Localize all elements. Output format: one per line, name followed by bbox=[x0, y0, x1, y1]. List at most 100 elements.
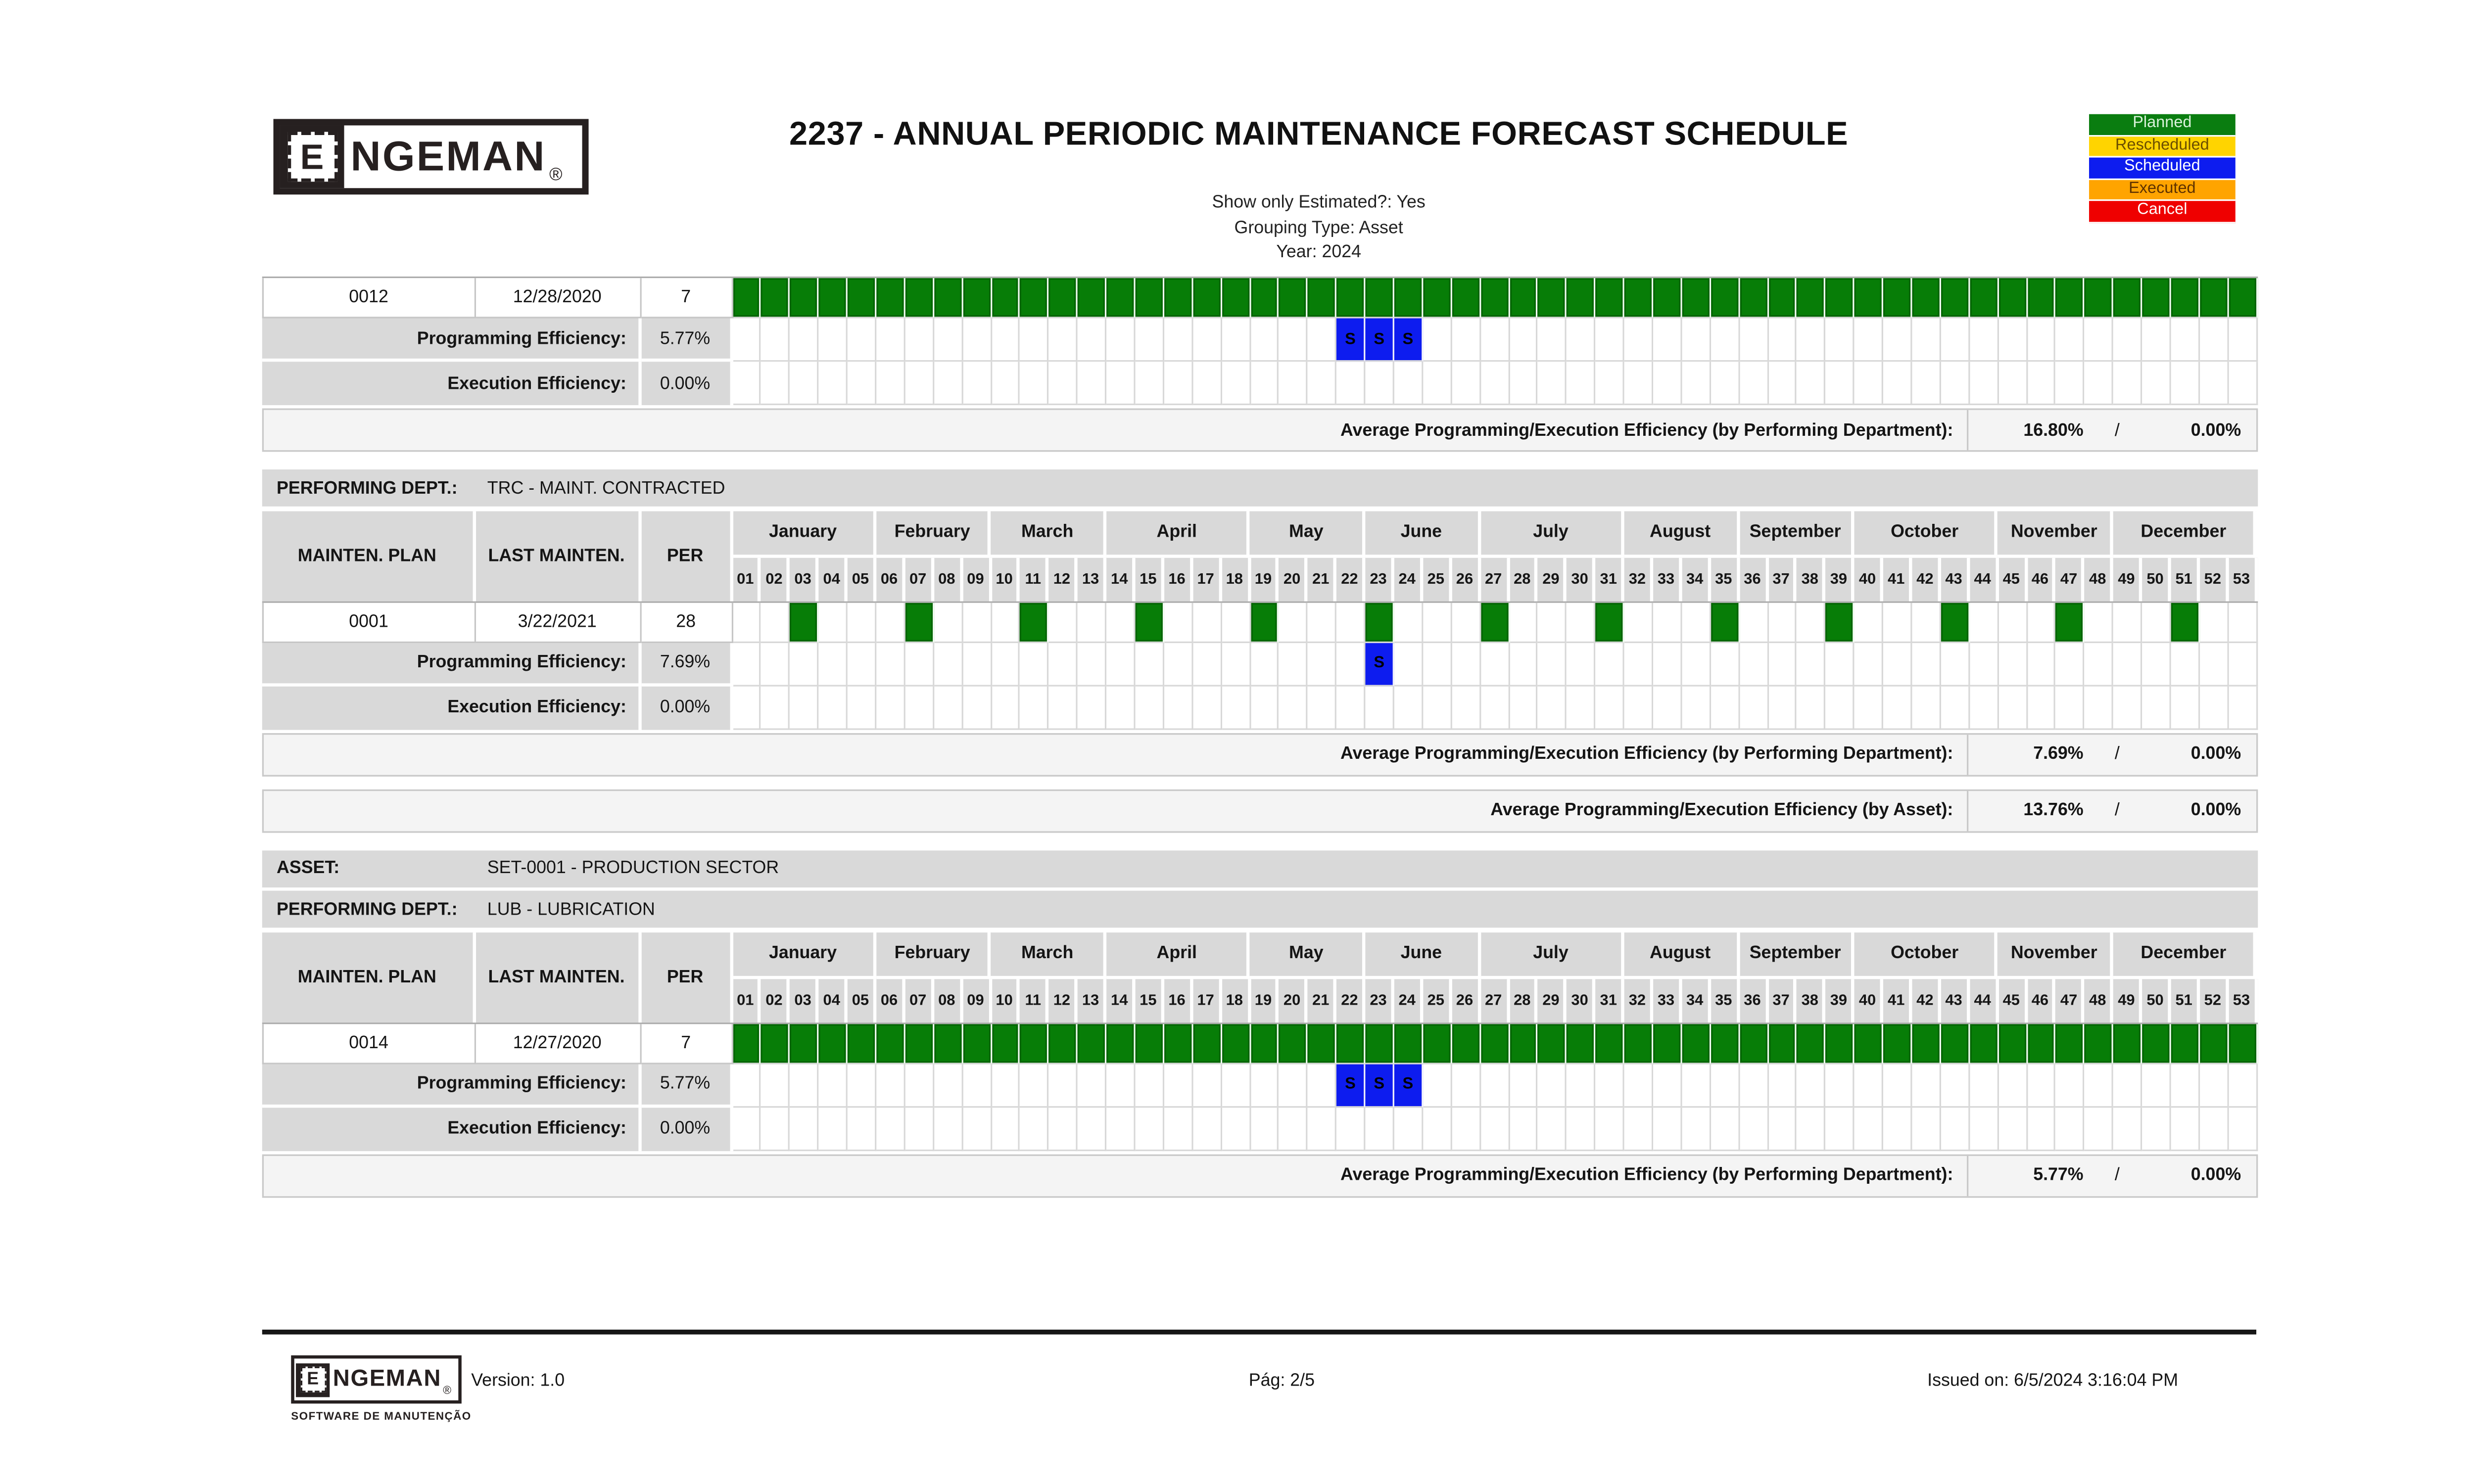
week-cell bbox=[1279, 318, 1308, 362]
planned-week-cell bbox=[1595, 602, 1625, 643]
planned-week-cell bbox=[1826, 602, 1855, 643]
week-cell bbox=[1423, 362, 1452, 406]
planned-week-cell bbox=[1624, 1023, 1654, 1064]
week-header: 13 bbox=[1078, 979, 1107, 1022]
week-cell bbox=[1797, 318, 1826, 362]
planned-week-cell bbox=[905, 1023, 934, 1064]
average-efficiency-values: 16.80% / 0.00% bbox=[1966, 410, 2255, 451]
average-efficiency-label: Average Programming/Execution Efficiency… bbox=[1340, 420, 1953, 440]
month-header-april: April bbox=[1106, 931, 1250, 979]
week-cell bbox=[905, 1064, 934, 1107]
week-header: 02 bbox=[761, 979, 790, 1022]
week-cell bbox=[2056, 1064, 2085, 1107]
week-cell bbox=[1682, 686, 1711, 729]
week-cell bbox=[1336, 602, 1366, 643]
planned-week-cell bbox=[1078, 1023, 1107, 1064]
week-cell bbox=[1452, 642, 1481, 686]
week-header: 35 bbox=[1711, 979, 1740, 1022]
week-cell bbox=[1826, 318, 1855, 362]
week-cell bbox=[1192, 1064, 1222, 1107]
planned-week-cell bbox=[1653, 1023, 1682, 1064]
week-cell bbox=[876, 602, 905, 643]
month-header-row: January February March April May June July Augu… bbox=[732, 931, 2257, 979]
planned-week-cell bbox=[905, 602, 934, 643]
planned-week-cell bbox=[1336, 1023, 1366, 1064]
average-separator: / bbox=[2114, 420, 2120, 440]
week-cell bbox=[1020, 1107, 1049, 1151]
planned-week-cell bbox=[732, 278, 761, 319]
week-header: 33 bbox=[1653, 979, 1682, 1022]
week-cell bbox=[1106, 642, 1136, 686]
week-cell bbox=[2142, 602, 2171, 643]
week-cell bbox=[1020, 1064, 1049, 1107]
week-cell bbox=[1078, 602, 1107, 643]
week-cell bbox=[2056, 362, 2085, 406]
month-header-row: January February March April May June July Augu… bbox=[732, 510, 2257, 558]
week-header: 18 bbox=[1221, 557, 1251, 601]
planned-week-cell bbox=[1912, 1023, 1941, 1064]
week-cell bbox=[1624, 686, 1654, 729]
week-cell bbox=[761, 686, 790, 729]
week-header: 14 bbox=[1106, 979, 1136, 1022]
week-cell bbox=[1192, 686, 1222, 729]
engeman-emblem-icon: E bbox=[280, 125, 344, 188]
average-programming-value: 5.77% bbox=[2033, 1165, 2084, 1185]
month-header-december: December bbox=[2113, 931, 2257, 979]
week-cell bbox=[2229, 602, 2258, 643]
planned-week-cell bbox=[790, 1023, 819, 1064]
week-header: 31 bbox=[1595, 557, 1625, 601]
week-header: 03 bbox=[790, 979, 819, 1022]
week-cell bbox=[1739, 362, 1768, 406]
week-cell bbox=[1567, 1107, 1596, 1151]
week-header: 27 bbox=[1480, 979, 1510, 1022]
week-header: 49 bbox=[2113, 557, 2142, 601]
week-cell bbox=[1250, 318, 1280, 362]
week-cell bbox=[934, 362, 963, 406]
week-cell bbox=[1624, 362, 1654, 406]
week-header-row: 01 02 03 04 05 06 07 08 09 10 11 12 13 14 15 16 17 18 19 20… bbox=[732, 557, 2258, 601]
performing-dept-value: LUB - LUBRICATION bbox=[487, 899, 655, 919]
planned-week-cell bbox=[1250, 1023, 1280, 1064]
last-maintenance-cell: 12/27/2020 bbox=[475, 1023, 641, 1064]
param-year: Year: 2024 bbox=[1276, 242, 1361, 262]
week-cell bbox=[848, 602, 877, 643]
week-cell bbox=[848, 1064, 877, 1107]
week-cell bbox=[1135, 1107, 1164, 1151]
planned-week-cell bbox=[1279, 1023, 1308, 1064]
week-header: 32 bbox=[1624, 979, 1654, 1022]
week-header: 52 bbox=[2200, 979, 2229, 1022]
week-header: 01 bbox=[732, 557, 761, 601]
week-cell bbox=[2171, 318, 2200, 362]
week-cell bbox=[1941, 686, 1970, 729]
week-header: 25 bbox=[1423, 557, 1452, 601]
week-cell bbox=[790, 1107, 819, 1151]
week-cell bbox=[1020, 686, 1049, 729]
planned-week-cell bbox=[1480, 602, 1510, 643]
average-programming-value: 7.69% bbox=[2033, 744, 2084, 764]
planned-week-cell bbox=[1221, 1023, 1251, 1064]
week-cell bbox=[962, 362, 992, 406]
week-cell bbox=[1480, 686, 1510, 729]
week-cell bbox=[2142, 686, 2171, 729]
week-cell bbox=[1682, 1064, 1711, 1107]
week-cell bbox=[2113, 642, 2142, 686]
week-cell bbox=[1538, 318, 1567, 362]
week-cell bbox=[876, 1064, 905, 1107]
week-header: 07 bbox=[905, 979, 934, 1022]
planned-week-cell bbox=[1969, 1023, 1998, 1064]
report-header: 2237 - ANNUAL PERIODIC MAINTENANCE FOREC… bbox=[386, 116, 2251, 266]
week-header: 45 bbox=[1998, 557, 2028, 601]
week-cell bbox=[1883, 362, 1912, 406]
month-header-november: November bbox=[1998, 931, 2113, 979]
week-cell bbox=[732, 1064, 761, 1107]
period-cell: 7 bbox=[641, 1023, 733, 1064]
week-cell bbox=[1682, 1107, 1711, 1151]
planned-week-cell bbox=[1452, 278, 1481, 319]
scheduled-week-cell: S bbox=[1365, 642, 1394, 686]
week-cell bbox=[1711, 686, 1740, 729]
week-cell bbox=[1509, 362, 1538, 406]
week-cell bbox=[1595, 362, 1625, 406]
week-cell bbox=[1308, 318, 1337, 362]
planned-week-cell bbox=[2113, 1023, 2142, 1064]
